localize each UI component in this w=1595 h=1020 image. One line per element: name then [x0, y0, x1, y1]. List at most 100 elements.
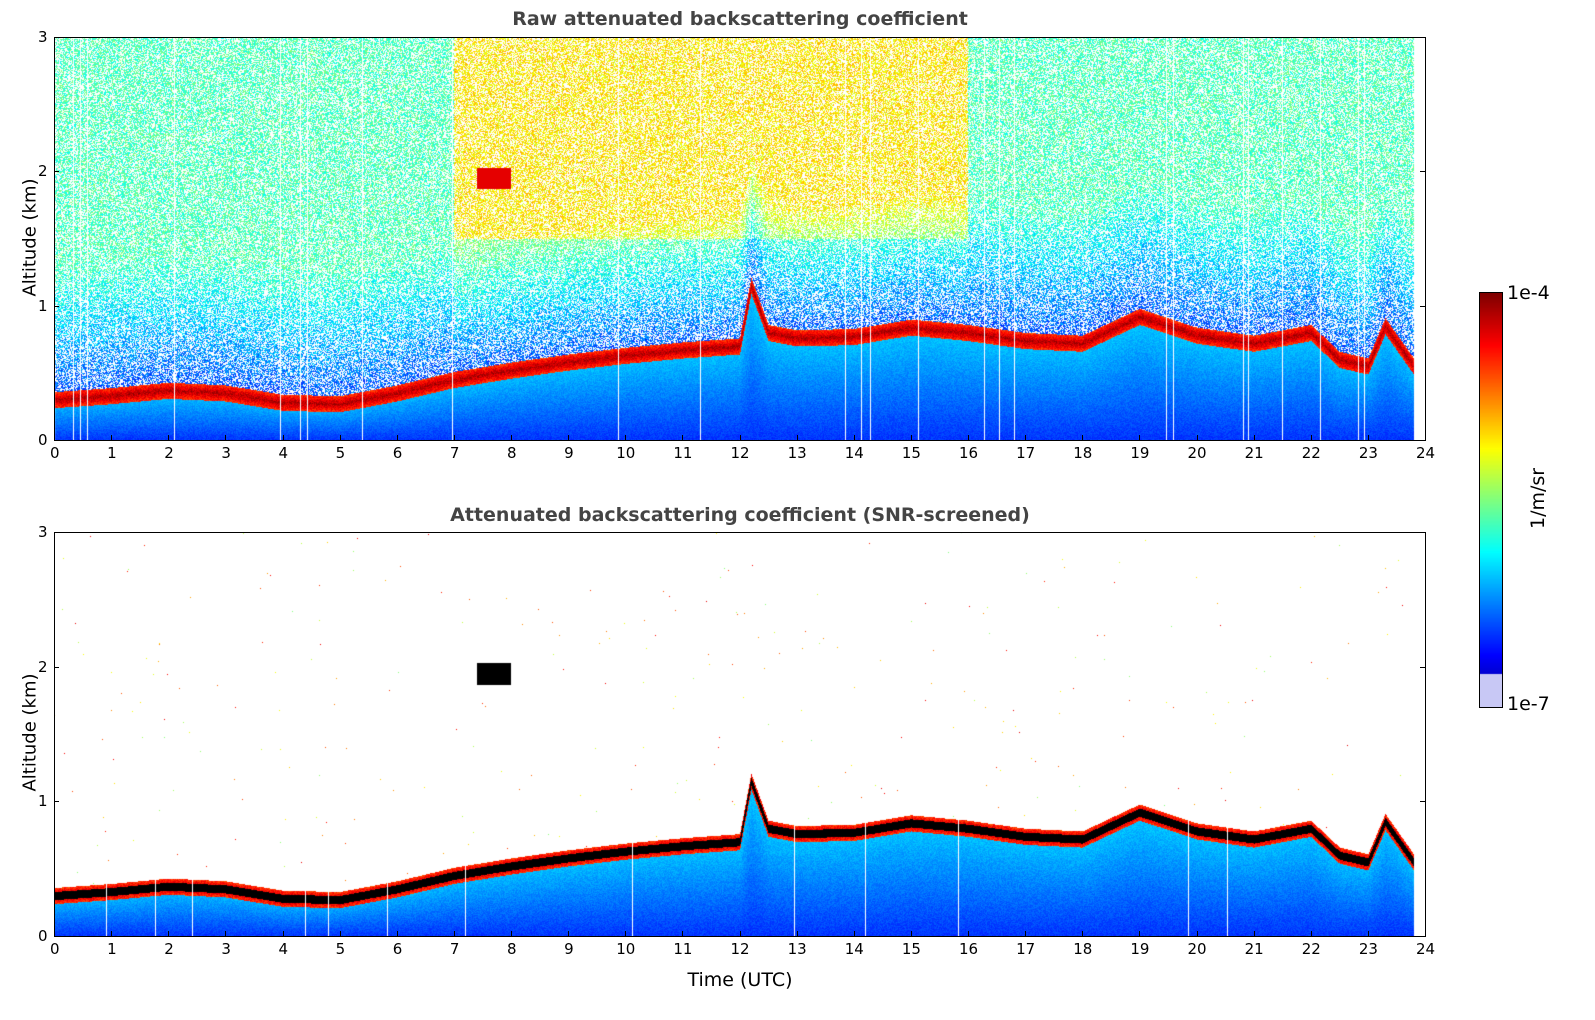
x-tick-mark	[910, 931, 912, 936]
x-tick-mark	[1253, 931, 1255, 936]
x-tick-mark	[910, 435, 912, 440]
x-tick-label: 1	[107, 444, 117, 462]
x-tick-mark	[1425, 931, 1426, 936]
top-plot-title: Raw attenuated backscattering coefficien…	[512, 8, 968, 30]
x-tick-label: 18	[1073, 940, 1093, 958]
x-tick-mark	[1425, 435, 1426, 440]
x-tick-mark	[453, 931, 455, 936]
x-tick-mark	[54, 931, 55, 936]
x-tick-label: 17	[1016, 444, 1036, 462]
x-tick-label: 18	[1073, 444, 1093, 462]
x-tick-label: 15	[901, 444, 921, 462]
x-tick-mark	[339, 435, 341, 440]
colorbar	[1479, 292, 1503, 708]
x-tick-mark	[1310, 435, 1312, 440]
y-tick-mark	[54, 801, 59, 803]
x-tick-mark	[225, 931, 227, 936]
x-tick-mark	[168, 931, 170, 936]
x-tick-label: 10	[616, 444, 636, 462]
bottom-plot-title: Attenuated backscattering coefficient (S…	[450, 504, 1030, 526]
y-tick-mark	[1420, 171, 1425, 173]
bottom-y-axis-label: Altitude (km)	[19, 673, 41, 792]
x-tick-label: 24	[1416, 940, 1436, 958]
y-tick-mark	[1420, 37, 1425, 38]
x-tick-mark	[396, 931, 398, 936]
y-tick-label: 0	[38, 927, 48, 945]
x-tick-label: 21	[1244, 940, 1264, 958]
x-tick-label: 14	[844, 444, 864, 462]
y-tick-mark	[54, 666, 59, 668]
y-tick-label: 1	[38, 792, 48, 811]
x-tick-mark	[54, 435, 55, 440]
x-tick-label: 0	[50, 444, 60, 462]
bottom-plot-frame	[54, 532, 1426, 937]
x-tick-mark	[739, 931, 741, 936]
x-tick-label: 5	[335, 444, 346, 462]
y-tick-label: 2	[38, 162, 48, 181]
x-tick-mark	[682, 435, 684, 440]
x-tick-mark	[968, 931, 969, 936]
x-tick-label: 10	[616, 940, 636, 958]
x-tick-mark	[568, 435, 570, 440]
x-tick-mark	[1196, 435, 1198, 440]
x-tick-mark	[1310, 931, 1312, 936]
y-tick-mark	[1420, 440, 1425, 441]
x-tick-label: 20	[1187, 940, 1207, 958]
x-tick-mark	[168, 435, 170, 440]
colorbar-min-label: 1e-7	[1507, 693, 1550, 715]
x-tick-label: 23	[1358, 444, 1378, 462]
x-tick-label: 4	[278, 940, 289, 958]
x-tick-label: 2	[164, 940, 174, 958]
y-tick-label: 2	[38, 657, 48, 676]
x-tick-mark	[453, 435, 455, 440]
x-tick-label: 2	[164, 444, 174, 462]
y-tick-label: 1	[38, 296, 48, 315]
x-tick-label: 9	[564, 940, 574, 958]
x-tick-label: 24	[1416, 444, 1436, 462]
x-tick-mark	[511, 931, 512, 936]
x-tick-mark	[625, 931, 627, 936]
x-tick-mark	[339, 931, 341, 936]
colorbar-max-label: 1e-4	[1507, 282, 1550, 304]
x-tick-label: 0	[50, 940, 60, 958]
x-tick-label: 14	[844, 940, 864, 958]
x-tick-label: 22	[1301, 444, 1321, 462]
x-tick-label: 11	[673, 940, 693, 958]
x-tick-label: 20	[1187, 444, 1207, 462]
x-tick-label: 8	[507, 444, 517, 462]
y-tick-mark	[54, 936, 59, 937]
x-tick-mark	[1367, 931, 1369, 936]
y-tick-mark	[54, 171, 59, 173]
x-tick-label: 23	[1358, 940, 1378, 958]
x-tick-label: 17	[1016, 940, 1036, 958]
x-tick-label: 19	[1130, 444, 1150, 462]
y-tick-mark	[1420, 936, 1425, 937]
x-tick-label: 4	[278, 444, 289, 462]
y-tick-mark	[54, 440, 59, 441]
x-tick-label: 13	[787, 444, 807, 462]
y-tick-label: 0	[38, 431, 48, 449]
y-tick-mark	[54, 305, 59, 307]
x-tick-mark	[682, 931, 684, 936]
x-tick-mark	[396, 435, 398, 440]
y-tick-label: 3	[38, 523, 48, 541]
y-tick-mark	[1420, 305, 1425, 307]
x-tick-mark	[739, 435, 741, 440]
x-tick-label: 5	[335, 940, 346, 958]
x-tick-label: 12	[730, 444, 750, 462]
x-tick-mark	[282, 931, 284, 936]
x-tick-mark	[111, 435, 113, 440]
x-tick-label: 1	[107, 940, 117, 958]
x-tick-mark	[968, 435, 969, 440]
x-tick-mark	[225, 435, 227, 440]
x-tick-label: 16	[959, 940, 979, 958]
x-tick-mark	[625, 435, 627, 440]
y-tick-label: 3	[38, 28, 48, 46]
x-tick-mark	[1367, 435, 1369, 440]
x-tick-label: 6	[392, 940, 403, 958]
x-axis-label: Time (UTC)	[687, 969, 793, 991]
x-tick-label: 6	[392, 444, 403, 462]
x-tick-label: 7	[449, 444, 460, 462]
x-tick-label: 9	[564, 444, 574, 462]
x-tick-mark	[853, 931, 855, 936]
